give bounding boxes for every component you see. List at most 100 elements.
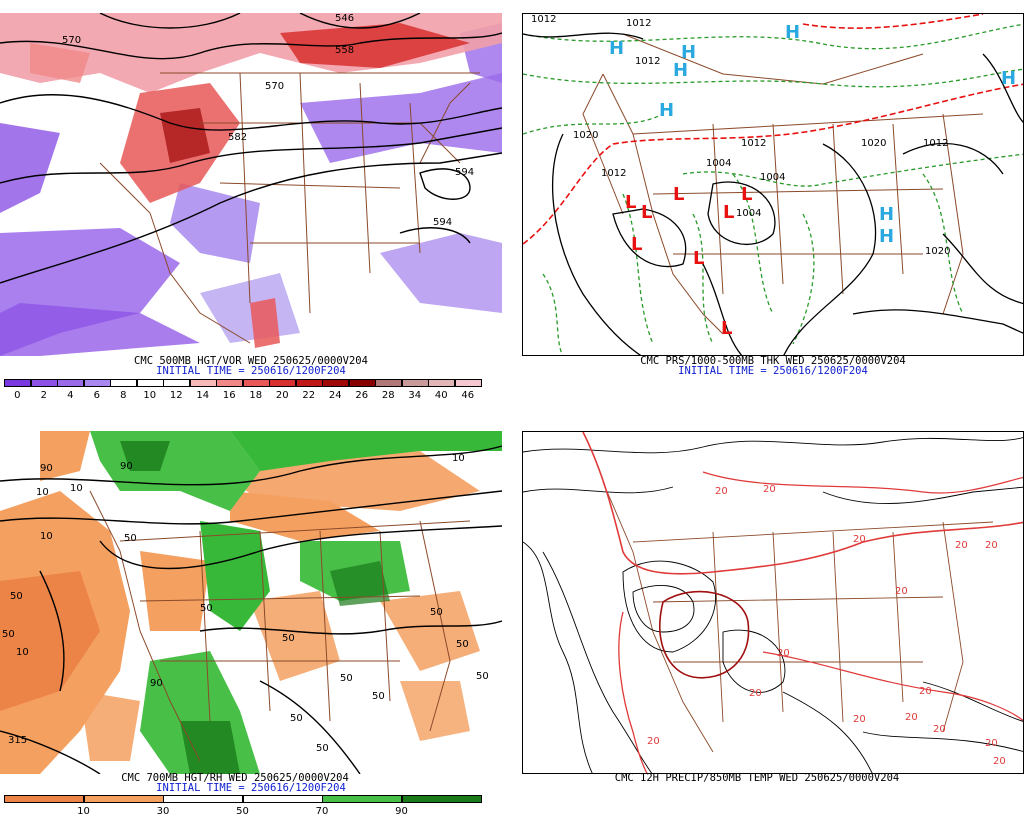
contour-label: 50 [372,691,385,702]
colorbar-swatch [401,795,482,803]
vorticity-title: CMC 500MB HGT/VOR WED 250625/0000V204 [134,355,368,367]
pressure-map: 1012 1012 1012 1020 1012 1012 1004 1004 … [523,14,1023,355]
temperature-label: 20 [647,736,660,747]
colorbar-tick-label: 18 [249,390,263,401]
isobar-label: 1012 [531,14,556,25]
colorbar-swatch [348,379,376,387]
colorbar-swatch [454,379,482,387]
colorbar-tick-label: 16 [222,390,236,401]
colorbar-tick-label: 12 [169,390,183,401]
colorbar-tick-label: 14 [196,390,210,401]
pressure-panel: 1012 1012 1012 1020 1012 1012 1004 1004 … [522,13,1024,356]
isobar-label: 1012 [601,168,626,179]
contour-label: 10 [452,453,465,464]
colorbar-swatch [295,379,323,387]
colorbar-tick-label: 26 [355,390,369,401]
colorbar-swatch [189,379,217,387]
contour-label: 90 [40,463,53,474]
temperature-label: 20 [715,486,728,497]
contour-label: 50 [316,743,329,754]
colorbar-tick-label: 22 [302,390,316,401]
temperature-label: 20 [905,712,918,723]
low-pressure-marker: L [631,234,642,255]
temperature-label: 20 [853,534,866,545]
colorbar-tick-label: 6 [93,390,100,401]
colorbar-tick-label: 10 [143,390,157,401]
colorbar-swatch [57,379,84,387]
contour-label: 10 [36,487,49,498]
high-pressure-marker: H [681,42,696,63]
colorbar-swatch [4,795,84,803]
precip-title: CMC 12H PRECIP/850MB TEMP WED 250625/000… [614,772,900,784]
contour-label: 10 [40,531,53,542]
colorbar-tick-label: 34 [408,390,422,401]
contour-label: 558 [335,45,354,56]
contour-label: 50 [290,713,303,724]
contour-label: 570 [62,35,81,46]
isobar-label: 1012 [741,138,766,149]
colorbar-swatch [375,379,402,387]
temperature-label: 20 [933,724,946,735]
contour-label: 50 [430,607,443,618]
contour-label: 594 [433,217,452,228]
contour-label: 10 [16,647,29,658]
isobar-label: 1012 [923,138,948,149]
high-pressure-marker: H [879,226,894,247]
contour-label: 50 [456,639,469,650]
contour-label: 594 [455,167,474,178]
contour-label: 50 [10,591,23,602]
contour-label: 50 [282,633,295,644]
isobar-label: 1020 [573,130,598,141]
colorbar-swatch [163,795,243,803]
high-pressure-marker: H [1001,68,1016,89]
colorbar-tick-label: 2 [40,390,47,401]
vorticity-panel: 570 546 558 570 582 594 594 [0,13,502,356]
colorbar-tick-label: 28 [381,390,395,401]
colorbar-tick-label: 40 [434,390,448,401]
isobar-label: 1012 [626,18,651,29]
high-pressure-marker: H [879,204,894,225]
isobar-label: 1012 [635,56,660,67]
pressure-title: CMC PRS/1000-500MB THK WED 250625/0000V2… [640,355,906,367]
isobar-label: 1020 [925,246,950,257]
temperature-label: 20 [749,688,762,699]
contour-label: 10 [70,483,83,494]
high-pressure-marker: H [609,38,624,59]
low-pressure-marker: L [723,202,734,223]
precip-map: 20 20 20 20 20 20 20 20 20 20 20 20 20 2… [523,432,1023,773]
humidity-initial-time: INITIAL TIME = 250616/1200F204 [156,782,346,794]
humidity-panel: 10 50 10 10 50 90 50 50 50 90 90 50 10 3… [0,431,502,774]
colorbar-tick-label: 50 [236,806,249,817]
temperature-label: 20 [853,714,866,725]
low-pressure-marker: L [741,184,752,205]
colorbar-tick-label: 0 [14,390,21,401]
colorbar-tick-label: 4 [67,390,74,401]
low-pressure-marker: L [625,192,636,213]
contour-label: 50 [2,629,15,640]
temperature-label: 20 [955,540,968,551]
contour-label: 570 [265,81,284,92]
colorbar-swatch [322,379,349,387]
temperature-label: 20 [985,540,998,551]
high-pressure-marker: H [659,100,674,121]
high-pressure-marker: H [785,22,800,43]
colorbar-swatch [242,379,270,387]
contour-label: 90 [150,678,163,689]
low-pressure-marker: L [673,184,684,205]
vorticity-map: 570 546 558 570 582 594 594 [0,13,502,356]
pressure-initial-time: INITIAL TIME = 250616/1200F204 [678,365,868,377]
temperature-label: 20 [895,586,908,597]
colorbar-swatch [269,379,296,387]
contour-label: 582 [228,132,247,143]
colorbar-swatch [30,379,58,387]
colorbar-tick-label: 30 [156,806,170,817]
contour-label: 50 [476,671,489,682]
humidity-title: CMC 700MB HGT/RH WED 250625/0000V204 [121,772,349,784]
colorbar-tick-label: 70 [315,806,329,817]
contour-label: 50 [200,603,213,614]
colorbar-swatch [83,795,164,803]
isobar-label: 1004 [760,172,785,183]
low-pressure-marker: L [693,248,704,269]
colorbar-tick-label: 90 [395,806,408,817]
colorbar-tick-label: 10 [77,806,90,817]
